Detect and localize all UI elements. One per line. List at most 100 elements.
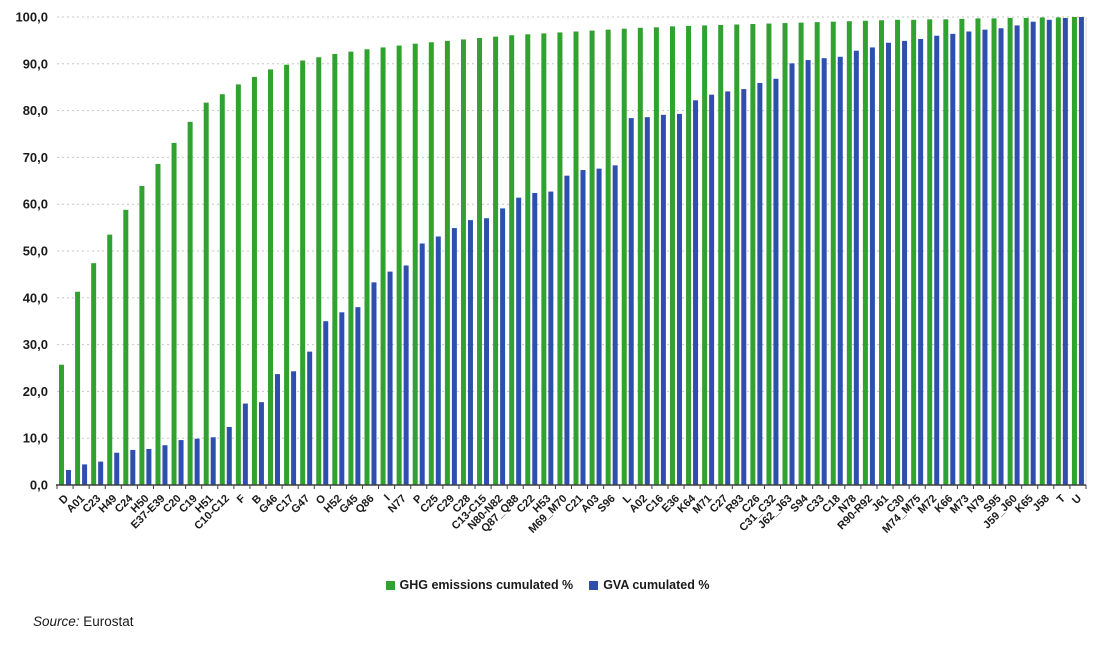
gva-bar — [1046, 19, 1052, 485]
gva-series-swatch-icon — [589, 580, 599, 590]
category-label: G47 — [289, 493, 312, 516]
ghg-bar — [718, 24, 724, 486]
ghg-bar — [669, 26, 675, 486]
gva-bar — [242, 403, 248, 485]
y-axis-tick-label: 20,0 — [23, 384, 48, 399]
ghg-bar — [541, 33, 547, 485]
gva-bar — [902, 40, 908, 485]
chart-legend: GHG emissions cumulated % GVA cumulated … — [0, 578, 1095, 592]
ghg-bar — [911, 19, 917, 485]
ghg-bar — [557, 32, 563, 485]
ghg-bar — [621, 28, 627, 485]
gva-bar — [291, 371, 297, 485]
gva-bar — [1078, 17, 1084, 485]
ghg-bar — [75, 291, 81, 485]
y-axis-tick-label: 50,0 — [23, 244, 48, 259]
y-axis-tick-label: 70,0 — [23, 150, 48, 165]
gva-bar — [258, 402, 264, 485]
ghg-bar — [268, 69, 274, 485]
gva-bar — [693, 100, 699, 485]
gva-bar — [837, 56, 843, 485]
ghg-bar — [187, 121, 193, 485]
ghg-bar — [589, 30, 595, 486]
gva-bar — [757, 82, 763, 485]
ghg-bar — [444, 40, 450, 485]
ghg-bar — [460, 39, 466, 486]
ghg-bar — [412, 43, 418, 486]
ghg-bar — [525, 34, 531, 485]
ghg-bar — [364, 49, 370, 486]
ghg-bar — [1023, 17, 1029, 485]
gva-bar — [516, 197, 522, 485]
ghg-bar — [396, 45, 402, 485]
ghg-bar — [91, 263, 97, 485]
ghg-series-swatch-icon — [385, 580, 395, 590]
source-note: Source: Eurostat — [33, 614, 134, 629]
gva-bar — [339, 312, 345, 485]
gva-bar — [500, 208, 506, 486]
gva-bar — [628, 118, 634, 485]
gva-bar — [307, 351, 313, 485]
category-label: U — [1070, 493, 1084, 507]
category-label: F — [235, 492, 248, 505]
ghg-bar — [1007, 17, 1013, 485]
gva-bar — [676, 113, 682, 485]
ghg-bar — [107, 234, 113, 485]
ghg-bar — [653, 27, 659, 486]
gva-bar — [226, 426, 232, 485]
gva-bar — [210, 437, 216, 485]
gva-bar — [162, 445, 168, 485]
gva-bar — [644, 117, 650, 485]
y-axis-tick-label: 100,0 — [15, 10, 48, 25]
gva-bar — [789, 63, 795, 485]
gva-bar — [821, 58, 827, 486]
gva-bar — [885, 42, 891, 486]
ghg-bar — [155, 163, 161, 485]
ghg-bar — [477, 38, 483, 486]
category-label: I — [382, 493, 393, 504]
ghg-bar — [219, 94, 225, 485]
gva-bar — [805, 60, 811, 485]
ghg-bar — [493, 36, 499, 485]
ghg-bar — [573, 31, 579, 486]
gva-bar — [532, 192, 538, 485]
ghg-bar — [991, 18, 997, 486]
ghg-bar — [959, 18, 965, 485]
gva-bar — [66, 470, 71, 485]
ghg-bar — [862, 20, 868, 486]
ghg-bar — [943, 19, 949, 486]
ghg-bar — [284, 64, 290, 486]
ghg-bar — [316, 57, 322, 486]
ghg-bar — [1039, 17, 1045, 486]
category-label: S96 — [595, 493, 617, 515]
category-label: J58 — [1030, 493, 1051, 514]
ghg-bar — [235, 84, 241, 485]
ghg-bar — [750, 24, 756, 486]
gva-bar — [612, 165, 618, 485]
gva-bar — [355, 307, 361, 485]
ghg-bar — [814, 22, 820, 485]
source-prefix: Source: — [33, 614, 80, 629]
y-axis-tick-label: 80,0 — [23, 103, 48, 118]
legend-label-ghg: GHG emissions cumulated % — [399, 578, 574, 592]
gva-bar — [323, 321, 329, 485]
y-axis-tick-label: 60,0 — [23, 197, 48, 212]
ghg-bar — [766, 23, 772, 485]
ghg-bar — [251, 76, 257, 486]
gva-bar — [419, 243, 425, 485]
y-axis-tick-label: 40,0 — [23, 290, 48, 305]
ghg-bar — [300, 60, 306, 486]
legend-item-gva: GVA cumulated % — [589, 578, 709, 592]
ghg-bar — [846, 21, 852, 485]
gva-bar — [918, 38, 924, 485]
y-axis-tick-label: 30,0 — [23, 337, 48, 352]
ghg-bar — [509, 35, 515, 485]
gva-bar — [146, 448, 152, 485]
gva-bar — [1062, 17, 1068, 485]
gva-bar — [773, 78, 779, 485]
ghg-bar — [59, 364, 64, 485]
gva-bar — [387, 271, 393, 485]
gva-bar — [548, 191, 554, 485]
ghg-bar — [332, 53, 338, 486]
